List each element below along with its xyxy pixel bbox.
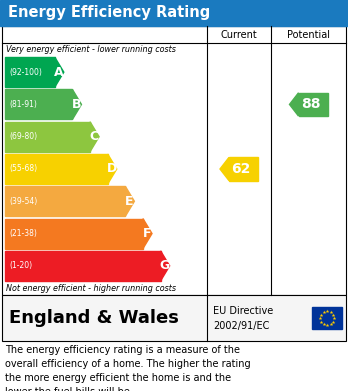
Text: C: C: [89, 130, 99, 143]
Bar: [5, 122, 90, 152]
Polygon shape: [161, 251, 169, 281]
Polygon shape: [108, 154, 117, 184]
Text: F: F: [143, 227, 151, 240]
Text: (1-20): (1-20): [9, 261, 32, 270]
Text: (55-68): (55-68): [9, 165, 37, 174]
Text: E: E: [125, 195, 134, 208]
Bar: [5, 90, 72, 119]
Text: 88: 88: [301, 97, 320, 111]
Polygon shape: [125, 187, 134, 216]
Bar: [0, 0, 348, 26]
Text: G: G: [160, 259, 170, 273]
Text: Not energy efficient - higher running costs: Not energy efficient - higher running co…: [6, 284, 176, 293]
Bar: [312, 307, 342, 329]
Text: (81-91): (81-91): [9, 100, 37, 109]
Text: (69-80): (69-80): [9, 132, 37, 141]
Bar: [5, 154, 108, 184]
Text: A: A: [54, 66, 64, 79]
Bar: [5, 57, 55, 87]
Polygon shape: [220, 157, 229, 181]
Text: 2002/91/EC: 2002/91/EC: [213, 321, 269, 331]
Text: EU Directive: EU Directive: [213, 306, 273, 316]
Text: D: D: [106, 163, 117, 176]
Polygon shape: [90, 122, 99, 152]
Bar: [5, 219, 143, 249]
Text: (92-100): (92-100): [9, 68, 42, 77]
Polygon shape: [55, 57, 64, 87]
Polygon shape: [143, 219, 152, 249]
Bar: [229, 157, 258, 181]
Text: Current: Current: [221, 29, 258, 39]
Polygon shape: [290, 93, 299, 116]
Text: (39-54): (39-54): [9, 197, 37, 206]
Bar: [5, 187, 125, 216]
Text: The energy efficiency rating is a measure of the
overall efficiency of a home. T: The energy efficiency rating is a measur…: [5, 345, 251, 391]
Text: Potential: Potential: [287, 29, 330, 39]
Text: (21-38): (21-38): [9, 229, 37, 238]
Bar: [2, 26, 346, 295]
Bar: [299, 93, 327, 116]
Bar: [2, 295, 346, 341]
Bar: [5, 251, 161, 281]
Text: Energy Efficiency Rating: Energy Efficiency Rating: [8, 5, 210, 20]
Text: Very energy efficient - lower running costs: Very energy efficient - lower running co…: [6, 45, 176, 54]
Text: B: B: [72, 98, 81, 111]
Text: 62: 62: [231, 162, 251, 176]
Polygon shape: [72, 90, 81, 119]
Text: England & Wales: England & Wales: [9, 309, 179, 327]
